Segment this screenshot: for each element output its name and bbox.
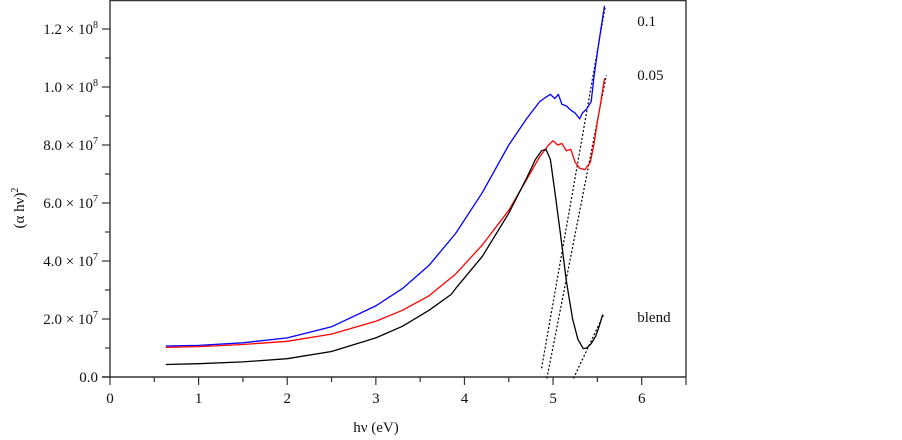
x-tick-label: 3	[372, 391, 380, 407]
series-0-1-line	[165, 5, 606, 347]
y-axis-title: (α hν)2	[10, 188, 28, 229]
x-tick-label: 2	[283, 391, 291, 407]
tangent-0.1-line	[540, 5, 606, 369]
y-axis-title-base: (α hν)	[12, 193, 28, 229]
ticks: 0 1 2 3 4 5 6 0.0 2.0 × 107 4.0 × 107 6.0 × 107 8.0…	[43, 20, 687, 407]
series-label-0-1: 0.1	[637, 14, 656, 30]
x-tick-label: 6	[638, 391, 646, 407]
y-tick-label: 6.0 × 107	[43, 194, 98, 212]
series-0-05-line	[165, 78, 606, 349]
y-tick-label: 1.0 × 108	[43, 78, 98, 96]
x-tick-label: 0	[106, 391, 114, 407]
series-labels: 0.1 0.05 blend	[637, 14, 671, 326]
x-tick-label: 5	[549, 391, 557, 407]
axes	[102, 0, 687, 378]
series-lines	[165, 5, 606, 366]
y-tick-label: 0.0	[79, 370, 98, 386]
series-blend-line	[165, 148, 604, 366]
y-tick-label: 1.2 × 108	[43, 20, 98, 38]
x-axis-title: hν (eV)	[353, 420, 399, 436]
x-tick-label: 1	[195, 391, 203, 407]
y-axis-title-sup: 2	[10, 188, 21, 193]
y-tick-label: 8.0 × 107	[43, 136, 98, 154]
y-tick-label: 2.0 × 107	[43, 310, 98, 328]
x-tick-label: 4	[461, 391, 469, 407]
series-label-0-05: 0.05	[637, 68, 663, 84]
series-label-blend: blend	[637, 310, 671, 326]
y-tick-label: 4.0 × 107	[43, 252, 98, 270]
